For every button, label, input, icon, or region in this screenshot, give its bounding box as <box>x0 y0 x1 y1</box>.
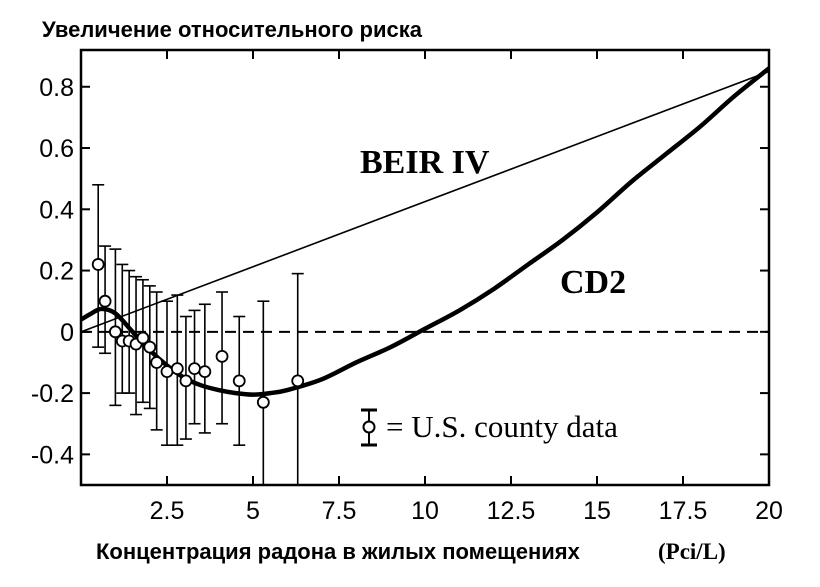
x-tick-label: 5 <box>246 497 260 525</box>
x-tick-label: 12.5 <box>487 497 536 525</box>
x-axis-tick-labels: 2.5 5 7.5 10 12.5 15 17.5 20 <box>150 497 783 525</box>
data-point <box>198 365 212 379</box>
data-point <box>179 374 193 388</box>
y-tick-label: -0.4 <box>31 441 74 469</box>
cd2-line <box>81 66 769 397</box>
data-point <box>143 340 157 354</box>
y-tick-label: 0.6 <box>39 135 74 163</box>
legend-marker <box>362 420 376 434</box>
x-tick-label: 7.5 <box>322 497 357 525</box>
cd2-label: CD2 <box>560 264 626 301</box>
data-point <box>91 258 105 271</box>
x-axis-unit: (Pci/L) <box>658 539 726 564</box>
y-tick-label: -0.2 <box>31 380 74 408</box>
chart-title: Увеличение относительного риска <box>42 17 423 42</box>
x-tick-label: 10 <box>411 497 439 525</box>
x-tick-label: 2.5 <box>150 497 185 525</box>
data-point <box>98 294 112 308</box>
y-tick-label: 0.8 <box>39 74 74 102</box>
x-tick-label: 15 <box>583 497 611 525</box>
data-point <box>136 331 150 345</box>
y-tick-label: 0.2 <box>39 258 74 286</box>
x-tick-label: 17.5 <box>659 497 708 525</box>
data-point <box>188 362 201 375</box>
x-tick-label: 20 <box>755 497 783 525</box>
data-point <box>109 325 122 339</box>
series-clip-group <box>81 66 769 485</box>
series-layer <box>81 66 769 485</box>
y-tick-label: 0.4 <box>39 196 74 224</box>
data-point <box>232 374 246 388</box>
data-point <box>215 349 229 363</box>
data-point <box>150 356 164 369</box>
legend-text: = U.S. county data <box>386 409 618 444</box>
legend: = U.S. county data <box>361 408 618 447</box>
data-point <box>160 365 174 379</box>
y-tick-label: 0 <box>60 319 74 347</box>
county-data-points <box>91 183 305 485</box>
beir-iv-line <box>81 70 769 333</box>
beir-iv-label: BEIR IV <box>360 144 490 181</box>
data-point <box>170 362 184 375</box>
data-point <box>256 395 270 409</box>
data-point <box>291 374 305 388</box>
y-axis-tick-labels: 0.8 0.6 0.4 0.2 0 -0.2 -0.4 <box>31 74 74 470</box>
x-axis-label: Концентрация радона в жилых помещениях <box>96 539 581 564</box>
